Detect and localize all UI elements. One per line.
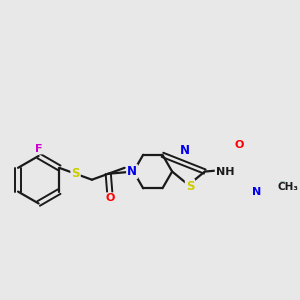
- Text: N: N: [127, 165, 137, 178]
- Text: O: O: [277, 181, 286, 190]
- Text: CH₃: CH₃: [278, 182, 298, 192]
- Text: O: O: [234, 140, 244, 150]
- Text: O: O: [105, 193, 114, 203]
- Text: F: F: [35, 143, 42, 154]
- Text: N: N: [180, 144, 190, 157]
- Text: N: N: [252, 187, 261, 196]
- Text: S: S: [71, 167, 80, 180]
- Text: NH: NH: [216, 167, 234, 176]
- Text: S: S: [186, 180, 194, 193]
